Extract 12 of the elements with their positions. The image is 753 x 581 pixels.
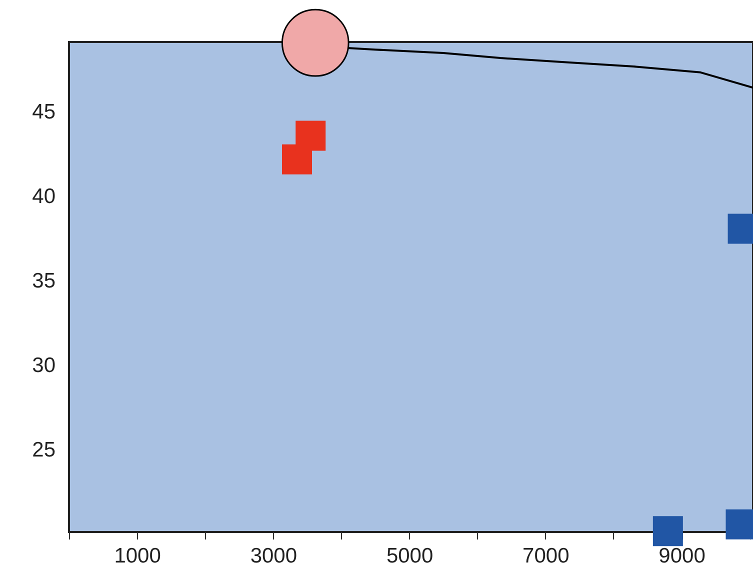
y-tick-label: 40 [32, 185, 56, 208]
x-tick-label: 1000 [114, 544, 161, 568]
point [296, 120, 326, 151]
x-tick-label: 5000 [386, 544, 434, 568]
y-tick-label: 25 [32, 438, 56, 462]
y-tick-label: 45 [32, 100, 56, 124]
point [281, 8, 350, 77]
x-tick-label: 3000 [250, 544, 298, 568]
y-tick-label: 35 [32, 270, 56, 293]
x-tick-label: 9000 [658, 544, 706, 568]
y-tick-label: 30 [32, 354, 56, 378]
x-tick-label: 7000 [522, 544, 570, 568]
